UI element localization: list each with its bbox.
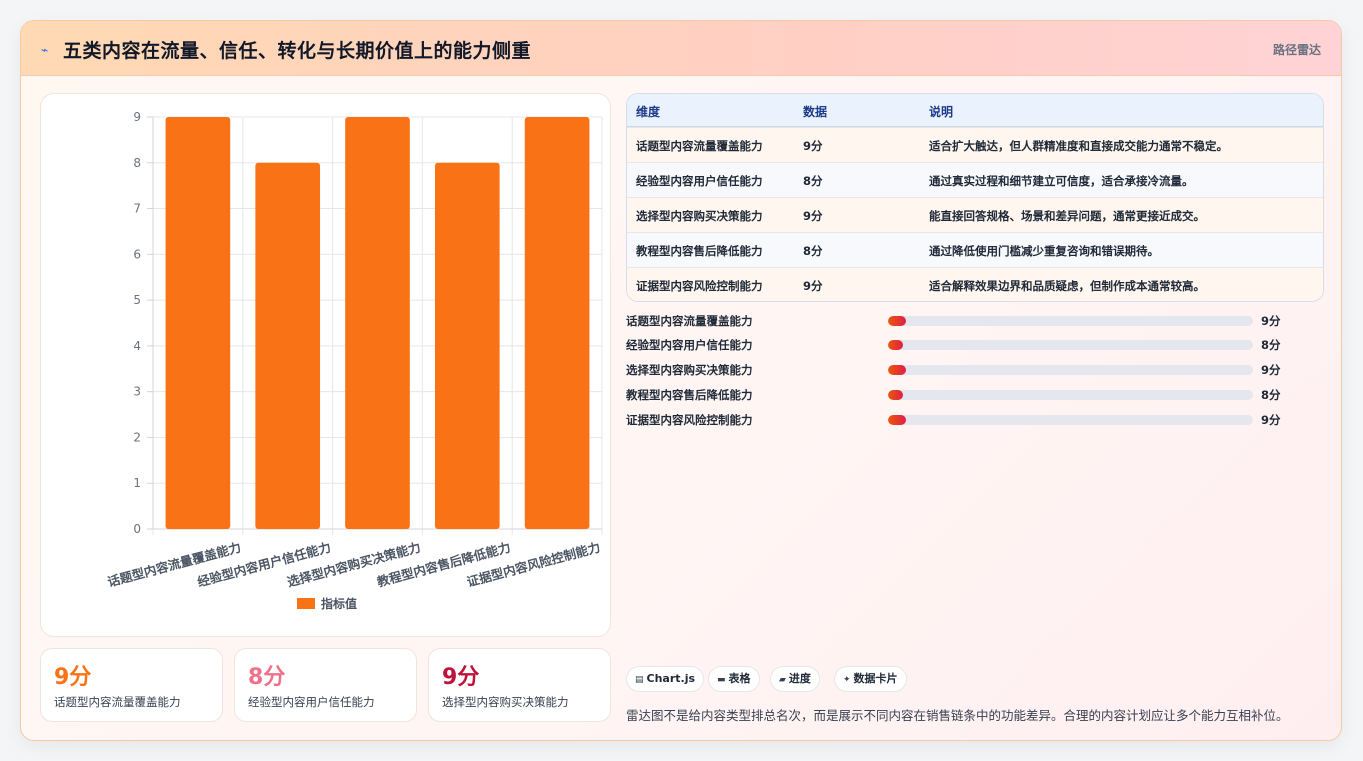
progress-value: 9分 — [1261, 363, 1281, 377]
bar — [255, 162, 321, 529]
table-cell-data: 9分 — [803, 209, 823, 223]
sparkle-icon: ⌁ — [41, 43, 49, 57]
progress-row: 话题型内容流量覆盖能力 9分 — [626, 311, 1326, 331]
y-tick-label: 5 — [133, 293, 141, 307]
chip-label: Chart.js — [646, 672, 696, 685]
bar-chart: 0123456789话题型内容流量覆盖能力经验型内容用户信任能力选择型内容购买决… — [106, 110, 603, 611]
progress-label: 选择型内容购买决策能力 — [626, 363, 753, 377]
stat-label: 话题型内容流量覆盖能力 — [54, 695, 181, 709]
chip-table[interactable]: ▬ 表格 — [708, 666, 760, 692]
progress-row: 经验型内容用户信任能力 8分 — [626, 335, 1326, 355]
chip-data-card[interactable]: ✦ 数据卡片 — [834, 666, 907, 692]
data-table: 维度 数据 说明 话题型内容流量覆盖能力 9分 适合扩大触达，但人群精准度和直接… — [626, 93, 1324, 302]
chart-icon: ▤ — [635, 675, 644, 685]
progress-value: 8分 — [1261, 338, 1281, 352]
progress-fill — [888, 340, 903, 350]
table-cell-desc: 通过降低使用门槛减少重复咨询和错误期待。 — [929, 244, 1159, 258]
table-row: 教程型内容售后降低能力 8分 通过降低使用门槛减少重复咨询和错误期待。 — [627, 232, 1323, 267]
table-header-data: 数据 — [803, 105, 828, 119]
progress-value: 9分 — [1261, 413, 1281, 427]
progress-row: 证据型内容风险控制能力 9分 — [626, 410, 1326, 430]
bar-chart-panel: 0 1 2 3 4 5 6 7 8 9 话题型内容流量覆盖能力 经验型内容用户信任能力 选择型内容购买决… — [40, 93, 611, 637]
progress-fill — [888, 316, 907, 326]
y-tick-label: 0 — [133, 522, 141, 536]
table-cell-desc: 能直接回答规格、场景和差异问题，通常更接近成交。 — [929, 209, 1205, 223]
main-card: ⌁ 五类内容在流量、信任、转化与长期价值上的能力侧重 路径雷达 0 1 2 3 4 5 6 7… — [20, 20, 1342, 741]
table-row: 经验型内容用户信任能力 8分 通过真实过程和细节建立可信度，适合承接冷流量。 — [627, 162, 1323, 197]
bar — [434, 162, 500, 529]
table-cell-dimension: 证据型内容风险控制能力 — [636, 279, 763, 293]
progress-label: 证据型内容风险控制能力 — [626, 413, 753, 427]
table-cell-data: 8分 — [803, 244, 823, 258]
table-icon: ▬ — [717, 675, 726, 685]
progress-track — [888, 316, 1253, 326]
table-cell-data: 9分 — [803, 279, 823, 293]
table-cell-dimension: 话题型内容流量覆盖能力 — [636, 139, 763, 153]
chip-progress[interactable]: ▰ 进度 — [770, 666, 820, 692]
table-cell-data: 9分 — [803, 139, 823, 153]
legend-label: 指标值 — [321, 596, 357, 611]
chip-label: 表格 — [728, 672, 751, 685]
chip-chartjs[interactable]: ▤ Chart.js — [626, 666, 705, 692]
table-header-row: 维度 数据 说明 — [627, 94, 1323, 127]
progress-list: 话题型内容流量覆盖能力 9分 经验型内容用户信任能力 8分 选择型内容购买决策能… — [626, 311, 1326, 431]
legend-swatch — [297, 598, 315, 609]
stat-value: 9分 — [54, 665, 92, 690]
stat-value: 9分 — [442, 665, 480, 690]
table-cell-dimension: 经验型内容用户信任能力 — [636, 174, 763, 188]
stat-value: 8分 — [248, 665, 286, 690]
progress-fill — [888, 365, 907, 375]
bar — [524, 117, 590, 529]
y-tick-label: 3 — [133, 385, 141, 399]
chip-label: 进度 — [788, 672, 811, 685]
card-icon: ✦ — [843, 675, 851, 685]
progress-label: 话题型内容流量覆盖能力 — [626, 314, 753, 328]
table-header-dimension: 维度 — [636, 105, 661, 119]
progress-value: 9分 — [1261, 314, 1281, 328]
progress-row: 选择型内容购买决策能力 9分 — [626, 360, 1326, 380]
table-row: 话题型内容流量覆盖能力 9分 适合扩大触达，但人群精准度和直接成交能力通常不稳定… — [627, 127, 1323, 162]
stat-card-2: 8分 经验型内容用户信任能力 — [234, 648, 417, 722]
table-header-desc: 说明 — [929, 105, 954, 119]
progress-label: 教程型内容售后降低能力 — [626, 388, 753, 402]
footer-note: 雷达图不是给内容类型排总名次，而是展示不同内容在销售链条中的功能差异。合理的内容… — [626, 708, 1289, 723]
y-tick-label: 1 — [133, 476, 141, 490]
y-tick-label: 9 — [133, 110, 141, 124]
table-cell-dimension: 选择型内容购买决策能力 — [636, 209, 763, 223]
stat-label: 选择型内容购买决策能力 — [442, 695, 569, 709]
progress-row: 教程型内容售后降低能力 8分 — [626, 385, 1326, 405]
y-tick-label: 7 — [133, 202, 141, 216]
progress-value: 8分 — [1261, 388, 1281, 402]
y-tick-label: 2 — [133, 430, 141, 444]
progress-fill — [888, 390, 903, 400]
bar — [345, 117, 410, 529]
progress-track — [888, 415, 1253, 425]
bar — [165, 117, 231, 529]
header-tag: 路径雷达 — [1272, 43, 1321, 57]
progress-track — [888, 390, 1253, 400]
progress-track — [888, 340, 1253, 350]
stat-card-3: 9分 选择型内容购买决策能力 — [428, 648, 611, 722]
table-cell-dimension: 教程型内容售后降低能力 — [636, 244, 763, 258]
stat-card-1: 9分 话题型内容流量覆盖能力 — [40, 648, 223, 722]
table-cell-desc: 适合解释效果边界和品质疑虑，但制作成本通常较高。 — [929, 279, 1205, 293]
progress-track — [888, 365, 1253, 375]
y-tick-label: 8 — [133, 156, 141, 170]
table-row: 证据型内容风险控制能力 9分 适合解释效果边界和品质疑虑，但制作成本通常较高。 — [627, 267, 1323, 301]
table-cell-desc: 适合扩大触达，但人群精准度和直接成交能力通常不稳定。 — [929, 139, 1228, 153]
header-bar: ⌁ 五类内容在流量、信任、转化与长期价值上的能力侧重 路径雷达 — [21, 21, 1341, 76]
stat-label: 经验型内容用户信任能力 — [248, 695, 375, 709]
progress-icon: ▰ — [779, 675, 786, 685]
y-tick-label: 6 — [133, 247, 141, 261]
progress-label: 经验型内容用户信任能力 — [626, 338, 753, 352]
chip-label: 数据卡片 — [853, 672, 898, 685]
y-tick-label: 4 — [133, 339, 141, 353]
page-title: 五类内容在流量、信任、转化与长期价值上的能力侧重 — [63, 40, 532, 62]
progress-fill — [888, 415, 907, 425]
table-row: 选择型内容购买决策能力 9分 能直接回答规格、场景和差异问题，通常更接近成交。 — [627, 197, 1323, 232]
table-cell-data: 8分 — [803, 174, 823, 188]
table-cell-desc: 通过真实过程和细节建立可信度，适合承接冷流量。 — [929, 174, 1194, 188]
